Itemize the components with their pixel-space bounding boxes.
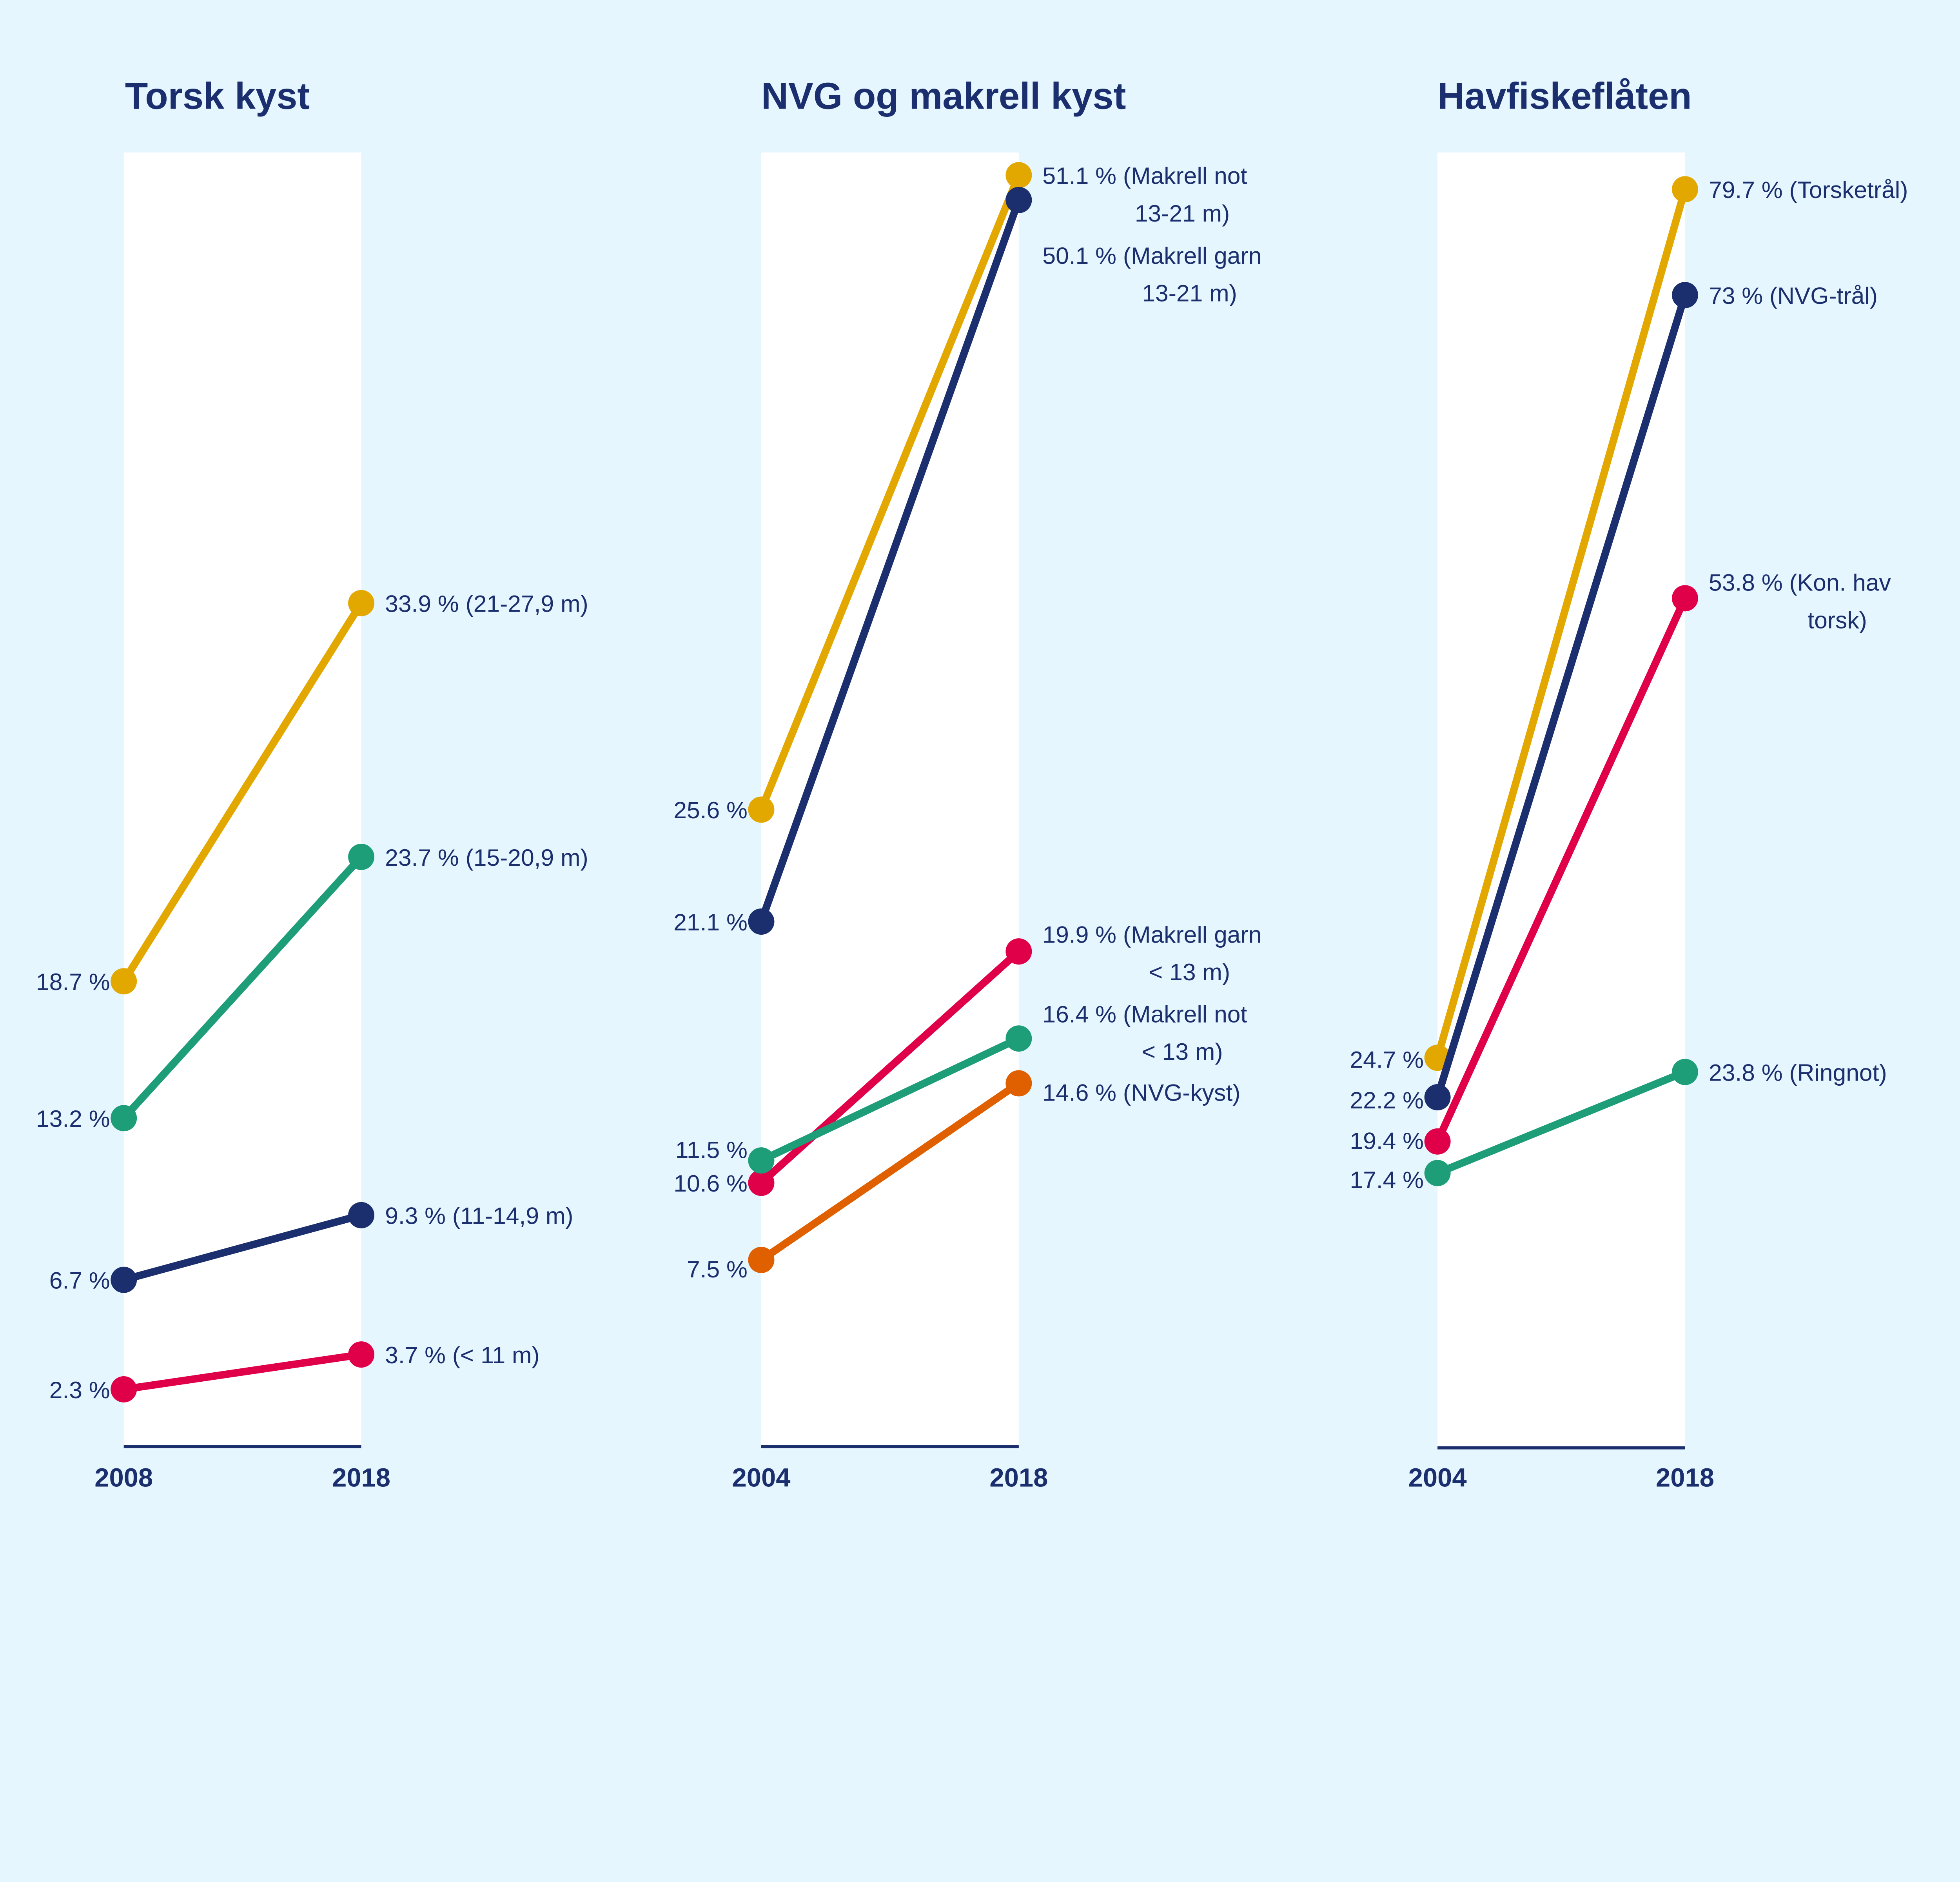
end-value-label: 13-21 m) [1142, 280, 1237, 307]
series-21-27-9-m: 18.7 % 33.9 % (21-27,9 m) [36, 590, 588, 995]
end-value-label: < 13 m) [1149, 959, 1230, 985]
start-value-label: 17.4 % [1350, 1166, 1424, 1193]
end-value-label: 23.7 % (15-20,9 m) [385, 844, 588, 871]
data-point-start [111, 1266, 137, 1293]
series-line [1434, 185, 1689, 1062]
end-value-label: torsk) [1808, 607, 1867, 633]
series-makrell-not-13-m: 11.5 % 16.4 % (Makrell not < 13 m) [675, 1001, 1247, 1174]
start-value-label: 21.1 % [673, 909, 748, 936]
end-value-label: 16.4 % (Makrell not [1042, 1001, 1247, 1027]
series-line [120, 1211, 365, 1284]
series-line [120, 599, 365, 985]
data-point-end [348, 590, 375, 616]
data-point-start [748, 1247, 775, 1273]
data-point-end [348, 1341, 375, 1368]
end-value-label: 79.7 % (Torsketrål) [1709, 176, 1908, 203]
panel-title: Torsk kyst [125, 75, 310, 117]
data-point-end [1005, 1070, 1032, 1097]
end-value-label: 33.9 % (21-27,9 m) [385, 590, 588, 617]
series-line [757, 196, 1023, 926]
start-value-label: 22.2 % [1350, 1087, 1424, 1114]
x-tick-label: 2018 [989, 1463, 1048, 1492]
end-value-label: 73 % (NVG-trål) [1709, 282, 1878, 309]
data-point-end [1671, 585, 1698, 612]
panel-3: Havfiskeflåten 2004 2018 24.7 % 79.7 % (Tors… [1350, 75, 1908, 1492]
start-value-label: 18.7 % [36, 968, 110, 995]
data-point-start [1424, 1160, 1451, 1186]
end-value-label: 13-21 m) [1135, 200, 1230, 227]
series-line [1434, 291, 1689, 1101]
end-value-label: 53.8 % (Kon. hav [1709, 569, 1891, 596]
start-value-label: 6.7 % [49, 1267, 110, 1294]
data-point-start [1424, 1084, 1451, 1110]
data-point-start [111, 968, 137, 995]
x-tick-label: 2018 [1656, 1463, 1714, 1492]
series-makrell-not-13-21-m: 25.6 % 51.1 % (Makrell not 13-21 m) [673, 162, 1247, 823]
start-value-label: 25.6 % [673, 797, 748, 823]
panel-1: Torsk kyst 2008 2018 18.7 % 33.9 % (21-27,9 … [36, 75, 588, 1492]
end-value-label: 51.1 % (Makrell not [1042, 162, 1247, 189]
x-tick-label: 2008 [94, 1463, 153, 1492]
data-point-start [748, 1147, 775, 1174]
end-value-label: < 13 m) [1142, 1038, 1223, 1065]
series-makrell-garn-13-21-m: 21.1 % 50.1 % (Makrell garn 13-21 m) [673, 187, 1261, 936]
end-value-label: 19.9 % (Makrell garn [1042, 921, 1261, 948]
plot-area [1437, 153, 1685, 1447]
series-line [757, 1035, 1023, 1164]
data-point-end [1671, 282, 1698, 309]
end-value-label: 9.3 % (11-14,9 m) [385, 1203, 573, 1229]
start-value-label: 24.7 % [1350, 1046, 1424, 1073]
data-point-end [348, 844, 375, 870]
series-11-14-9-m: 6.7 % 9.3 % (11-14,9 m) [49, 1202, 573, 1294]
data-point-start [748, 796, 775, 823]
end-value-label: 50.1 % (Makrell garn [1042, 242, 1261, 269]
start-value-label: 13.2 % [36, 1105, 110, 1132]
series-line [757, 1079, 1023, 1264]
series--11-m: 2.3 % 3.7 % (< 11 m) [49, 1341, 540, 1403]
plot-area [761, 153, 1019, 1447]
data-point-end [1005, 162, 1032, 189]
data-point-end [1671, 176, 1698, 203]
plot-area [123, 153, 361, 1447]
x-tick-label: 2004 [1408, 1463, 1467, 1492]
series-nvg-kyst: 7.5 % 14.6 % (NVG-kyst) [687, 1070, 1240, 1283]
data-point-start [748, 1170, 775, 1196]
start-value-label: 19.4 % [1350, 1127, 1424, 1154]
end-value-label: 3.7 % (< 11 m) [385, 1342, 539, 1368]
start-value-label: 10.6 % [673, 1170, 748, 1197]
panel-title: NVG og makrell kyst [761, 75, 1126, 117]
end-value-label: 14.6 % (NVG-kyst) [1042, 1079, 1240, 1106]
start-value-label: 2.3 % [49, 1377, 110, 1403]
data-point-end [348, 1202, 375, 1228]
panel-title: Havfiskeflåten [1437, 75, 1692, 117]
end-value-label: 23.8 % (Ringnot) [1709, 1059, 1887, 1086]
data-point-start [111, 1376, 137, 1402]
slope-charts: Torsk kyst 2008 2018 18.7 % 33.9 % (21-27,9 … [36, 75, 1908, 1493]
series-line [120, 1351, 365, 1393]
series-line [1434, 594, 1689, 1145]
data-point-start [1424, 1128, 1451, 1155]
series-ringnot: 17.4 % 23.8 % (Ringnot) [1350, 1059, 1887, 1193]
data-point-end [1005, 938, 1032, 965]
series-line [120, 853, 365, 1122]
data-point-start [748, 908, 775, 935]
data-point-end [1005, 1025, 1032, 1052]
x-tick-label: 2004 [732, 1463, 790, 1492]
data-point-end [1671, 1059, 1698, 1085]
series-kon-hav-torsk: 19.4 % 53.8 % (Kon. hav torsk) [1350, 569, 1891, 1155]
x-tick-label: 2018 [332, 1463, 390, 1492]
panel-2: NVG og makrell kyst 2004 2018 25.6 % 51.1 % … [673, 75, 1261, 1492]
start-value-label: 11.5 % [675, 1136, 748, 1163]
series-line [757, 171, 1023, 814]
series-torsketr-l: 24.7 % 79.7 % (Torsketrål) [1350, 176, 1908, 1073]
series-makrell-garn-13-m: 10.6 % 19.9 % (Makrell garn < 13 m) [673, 921, 1261, 1197]
series-15-20-9-m: 13.2 % 23.7 % (15-20,9 m) [36, 844, 588, 1132]
data-point-start [111, 1105, 137, 1132]
start-value-label: 7.5 % [687, 1256, 748, 1283]
series-line [1434, 1068, 1689, 1177]
data-point-end [1005, 187, 1032, 213]
series-nvg-tr-l: 22.2 % 73 % (NVG-trål) [1350, 282, 1878, 1114]
